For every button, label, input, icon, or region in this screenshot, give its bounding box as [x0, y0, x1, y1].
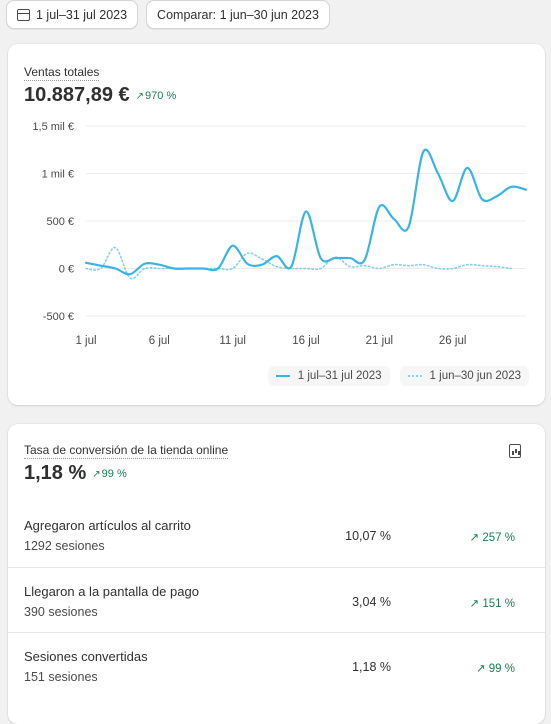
y-tick-label: 1 mil € — [42, 169, 74, 181]
row-title: Agregaron artículos al carrito — [24, 518, 191, 533]
legend-dotted-line-icon — [407, 375, 422, 377]
row-delta: ↗ 151 % — [470, 596, 515, 610]
row-title: Llegaron a la pantalla de pago — [24, 584, 199, 599]
row-delta: ↗ 257 % — [470, 530, 515, 544]
x-tick-label: 6 jul — [149, 335, 170, 347]
conversion-value: 1,18 % ↗99 % — [24, 462, 127, 485]
series-current-line — [84, 148, 528, 276]
date-range-button[interactable]: 1 jul–31 jul 2023 — [6, 0, 139, 29]
conversion-delta-value: 99 % — [101, 468, 127, 480]
sales-value: 10.887,89 € ↗970 % — [24, 84, 176, 107]
legend-item-previous[interactable]: 1 jun–30 jun 2023 — [399, 366, 529, 386]
compare-label: Comparar: 1 jun–30 jun 2023 — [157, 7, 319, 22]
sales-delta: ↗970 % — [136, 90, 177, 102]
row-delta-value: 99 % — [488, 663, 515, 675]
conversion-delta: ↗99 % — [92, 468, 126, 480]
arrow-up-right-icon: ↗ — [469, 598, 483, 610]
sales-chart: 1,5 mil € 1 mil € 500 € 0 € -500 €1 jul 6 jul… — [32, 121, 528, 347]
y-tick-label: 0 € — [59, 264, 74, 276]
x-tick-label: 1 jul — [75, 335, 96, 347]
row-delta-value: 257 % — [482, 532, 515, 544]
conversion-card: Tasa de conversión de la tienda online 1… — [8, 424, 545, 724]
row-sessions: 1292 sesiones — [24, 539, 105, 553]
x-tick-label: 16 jul — [292, 335, 320, 347]
sales-total: 10.887,89 € — [24, 84, 130, 106]
legend-previous-label: 1 jun–30 jun 2023 — [429, 370, 521, 382]
x-tick-label: 11 jul — [219, 335, 246, 347]
calendar-icon — [17, 8, 30, 21]
legend-item-current[interactable]: 1 jul–31 jul 2023 — [267, 366, 390, 386]
y-tick-label: -500 € — [43, 311, 74, 323]
legend-solid-line-icon — [275, 375, 290, 377]
funnel-row-checkout: Llegaron a la pantalla de pago 390 sesio… — [8, 567, 545, 633]
row-sessions: 390 sesiones — [24, 605, 98, 619]
row-sessions: 151 sesiones — [24, 670, 98, 684]
toolbar: 1 jul–31 jul 2023 Comparar: 1 jun–30 jun… — [6, 0, 330, 29]
y-tick-label: 1,5 mil € — [32, 121, 74, 133]
compare-button[interactable]: Comparar: 1 jun–30 jun 2023 — [146, 0, 330, 29]
date-range-label: 1 jul–31 jul 2023 — [36, 7, 128, 22]
series-previous-line — [85, 246, 513, 280]
sales-card: Ventas totales 10.887,89 € ↗970 % 1,5 mil… — [8, 44, 545, 405]
arrow-up-right-icon: ↗ — [92, 469, 101, 480]
legend-current-label: 1 jul–31 jul 2023 — [297, 370, 382, 382]
chart-legend: 1 jul–31 jul 2023 1 jun–30 jun 2023 — [267, 366, 529, 386]
row-delta-value: 151 % — [482, 598, 515, 610]
conversion-label[interactable]: Tasa de conversión de la tienda online — [24, 443, 229, 459]
report-icon[interactable] — [509, 444, 521, 458]
row-percent: 10,07 % — [345, 529, 391, 543]
arrow-up-right-icon: ↗ — [469, 532, 483, 544]
x-tick-label: 21 jul — [366, 335, 394, 347]
sales-delta-value: 970 % — [145, 90, 177, 102]
row-delta: ↗ 99 % — [476, 661, 515, 675]
y-tick-label: 500 € — [46, 216, 74, 228]
funnel-row-cart: Agregaron artículos al carrito 1292 sesi… — [8, 502, 545, 568]
row-percent: 3,04 % — [352, 595, 391, 609]
arrow-up-right-icon: ↗ — [475, 663, 489, 675]
row-title: Sesiones convertidas — [24, 649, 148, 664]
funnel-row-converted: Sesiones convertidas 151 sesiones 1,18 %… — [8, 632, 545, 698]
arrow-up-right-icon: ↗ — [135, 91, 145, 102]
x-tick-label: 26 jul — [439, 335, 467, 347]
sales-label[interactable]: Ventas totales — [24, 65, 100, 81]
row-percent: 1,18 % — [352, 660, 391, 674]
conversion-rate: 1,18 % — [24, 462, 87, 484]
